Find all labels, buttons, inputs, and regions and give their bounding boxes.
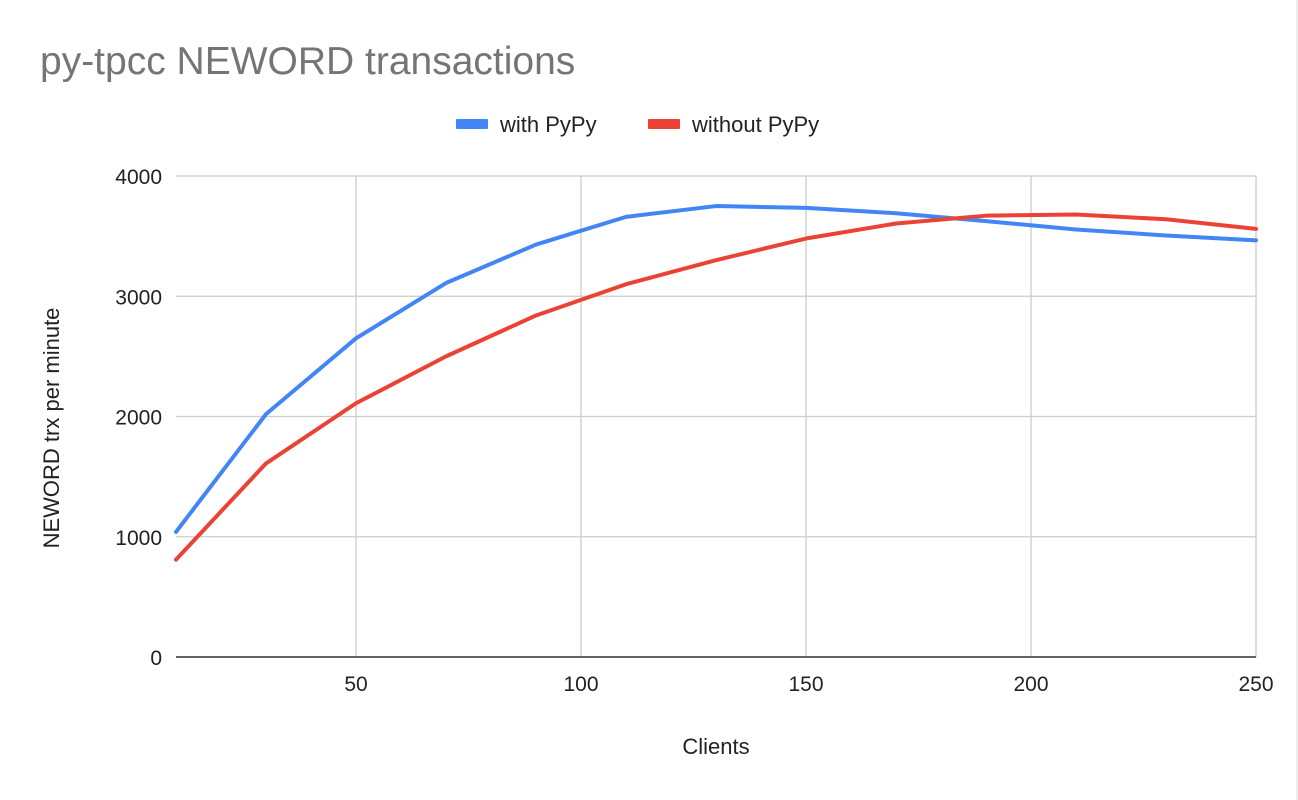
data-point	[894, 211, 898, 215]
grid-layer	[176, 175, 1257, 657]
chart-title: py-tpcc NEWORD transactions	[40, 40, 575, 83]
data-point	[984, 214, 988, 218]
legend-item: without PyPy	[648, 112, 819, 137]
x-tick-label: 50	[344, 673, 367, 696]
data-point	[714, 258, 718, 262]
data-point	[174, 530, 178, 534]
data-point	[894, 221, 898, 225]
data-point	[624, 282, 628, 286]
data-point	[444, 354, 448, 358]
x-axis-label: Clients	[682, 734, 749, 759]
data-point	[264, 412, 268, 416]
data-point	[624, 215, 628, 219]
data-point	[1164, 217, 1168, 221]
data-point	[534, 313, 538, 317]
legend-swatch	[456, 119, 488, 129]
x-tick-label: 100	[563, 673, 598, 696]
legend-label: without PyPy	[691, 112, 819, 137]
legend-swatch	[648, 119, 680, 129]
data-point	[1254, 238, 1258, 242]
y-tick-label: 1000	[115, 527, 162, 550]
series-layer	[174, 204, 1258, 562]
y-tick-label: 0	[150, 647, 162, 670]
data-point	[174, 558, 178, 562]
data-point	[534, 243, 538, 247]
right-border	[1296, 0, 1298, 800]
y-tick-label: 4000	[115, 166, 162, 189]
series-line-0	[174, 204, 1258, 534]
data-point	[714, 204, 718, 208]
data-point	[804, 237, 808, 241]
x-tick-label: 200	[1013, 673, 1048, 696]
data-point	[984, 219, 988, 223]
data-point	[444, 281, 448, 285]
x-tick-label: 250	[1238, 673, 1273, 696]
data-point	[354, 401, 358, 405]
y-axis-label: NEWORD trx per minute	[39, 308, 64, 549]
legend: with PyPy without PyPy	[456, 112, 819, 137]
series-line-1	[174, 212, 1258, 562]
tick-label-layer: 0 1000 2000 3000 4000 50 100 150 200 250	[115, 166, 1273, 696]
legend-label: with PyPy	[499, 112, 597, 137]
data-point	[1254, 227, 1258, 231]
y-tick-label: 3000	[115, 286, 162, 309]
data-point	[804, 206, 808, 210]
y-tick-label: 2000	[115, 407, 162, 430]
data-point	[264, 461, 268, 465]
x-tick-label: 150	[788, 673, 823, 696]
data-point	[1074, 212, 1078, 216]
data-point	[1164, 234, 1168, 238]
legend-item: with PyPy	[456, 112, 597, 137]
data-point	[354, 336, 358, 340]
data-point	[1074, 228, 1078, 232]
